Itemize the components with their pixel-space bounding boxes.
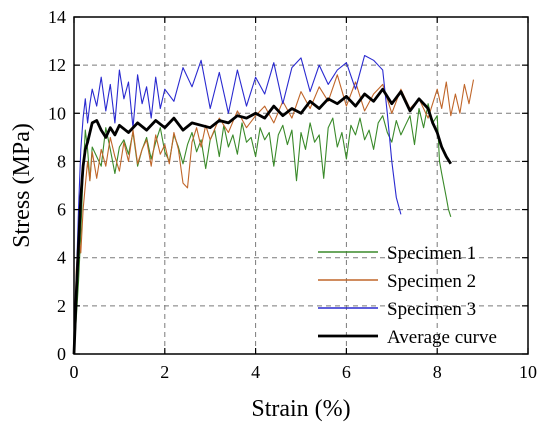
x-tick-label: 2 [160,362,169,382]
x-tick-label: 8 [433,362,442,382]
legend-label-1: Specimen 1 [387,243,476,264]
legend-label-3: Specimen 3 [387,299,476,320]
series-line-1 [73,103,452,355]
y-tick-label: 2 [57,296,66,316]
x-tick-label: 4 [251,362,260,382]
legend-label-2: Specimen 2 [387,271,476,292]
series-layer [72,54,475,355]
y-tick-label: 6 [57,200,66,220]
y-tick-label: 4 [57,248,66,268]
y-tick-label: 14 [48,7,66,27]
y-tick-label: 8 [57,151,66,171]
y-tick-label: 10 [48,103,66,123]
ticks: 0 2 4 6 8 10 0 2 4 6 8 10 12 14 [48,7,537,382]
x-tick-label: 10 [519,362,537,382]
series-line-4 [72,87,452,355]
y-tick-label: 0 [57,344,66,364]
x-axis-title: Strain (%) [251,396,350,422]
legend-label-4: Average curve [387,327,497,348]
plot-frame [73,16,529,355]
grid [74,17,528,354]
x-tick-label: 6 [342,362,351,382]
y-axis-title: Stress (MPa) [9,123,35,248]
series-line-3 [73,54,402,355]
legend: Specimen 1 Specimen 2 Specimen 3 Average cu… [318,243,497,348]
x-tick-label: 0 [70,362,79,382]
y-tick-label: 12 [48,55,66,75]
